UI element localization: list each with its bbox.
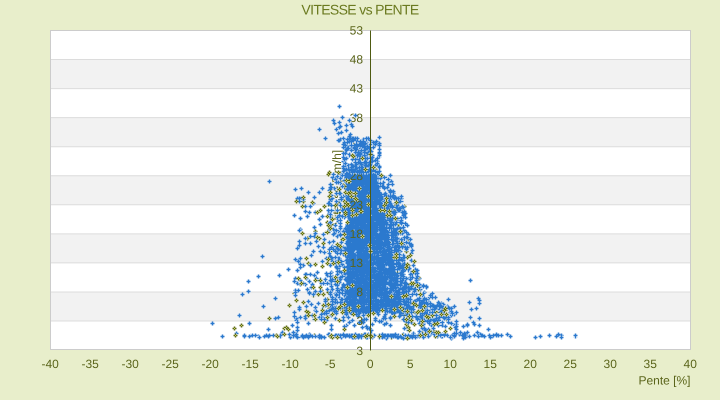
svg-text:-30: -30 <box>122 357 140 371</box>
svg-text:23: 23 <box>350 198 364 212</box>
svg-text:20: 20 <box>524 357 538 371</box>
svg-text:15: 15 <box>484 357 498 371</box>
svg-text:43: 43 <box>350 82 364 96</box>
svg-text:13: 13 <box>350 256 364 270</box>
svg-text:3: 3 <box>356 314 363 328</box>
svg-text:40: 40 <box>684 357 698 371</box>
svg-text:35: 35 <box>644 357 658 371</box>
svg-text:VITESSE vs PENTE: VITESSE vs PENTE <box>301 2 418 18</box>
svg-text:10: 10 <box>444 357 458 371</box>
svg-text:25: 25 <box>564 357 578 371</box>
svg-text:Pente [%]: Pente [%] <box>638 374 690 388</box>
svg-text:3: 3 <box>356 344 363 358</box>
svg-text:8: 8 <box>356 285 363 299</box>
svg-text:-10: -10 <box>282 357 300 371</box>
svg-text:-40: -40 <box>42 357 60 371</box>
svg-text:38: 38 <box>350 111 364 125</box>
svg-text:-15: -15 <box>242 357 260 371</box>
svg-text:0: 0 <box>367 357 374 371</box>
svg-text:-25: -25 <box>162 357 180 371</box>
svg-text:53: 53 <box>350 24 364 38</box>
svg-text:-35: -35 <box>82 357 100 371</box>
svg-text:48: 48 <box>350 53 364 67</box>
svg-text:-5: -5 <box>325 357 336 371</box>
svg-text:-20: -20 <box>202 357 220 371</box>
svg-text:18: 18 <box>350 227 364 241</box>
svg-text:5: 5 <box>407 357 414 371</box>
svg-text:30: 30 <box>604 357 618 371</box>
